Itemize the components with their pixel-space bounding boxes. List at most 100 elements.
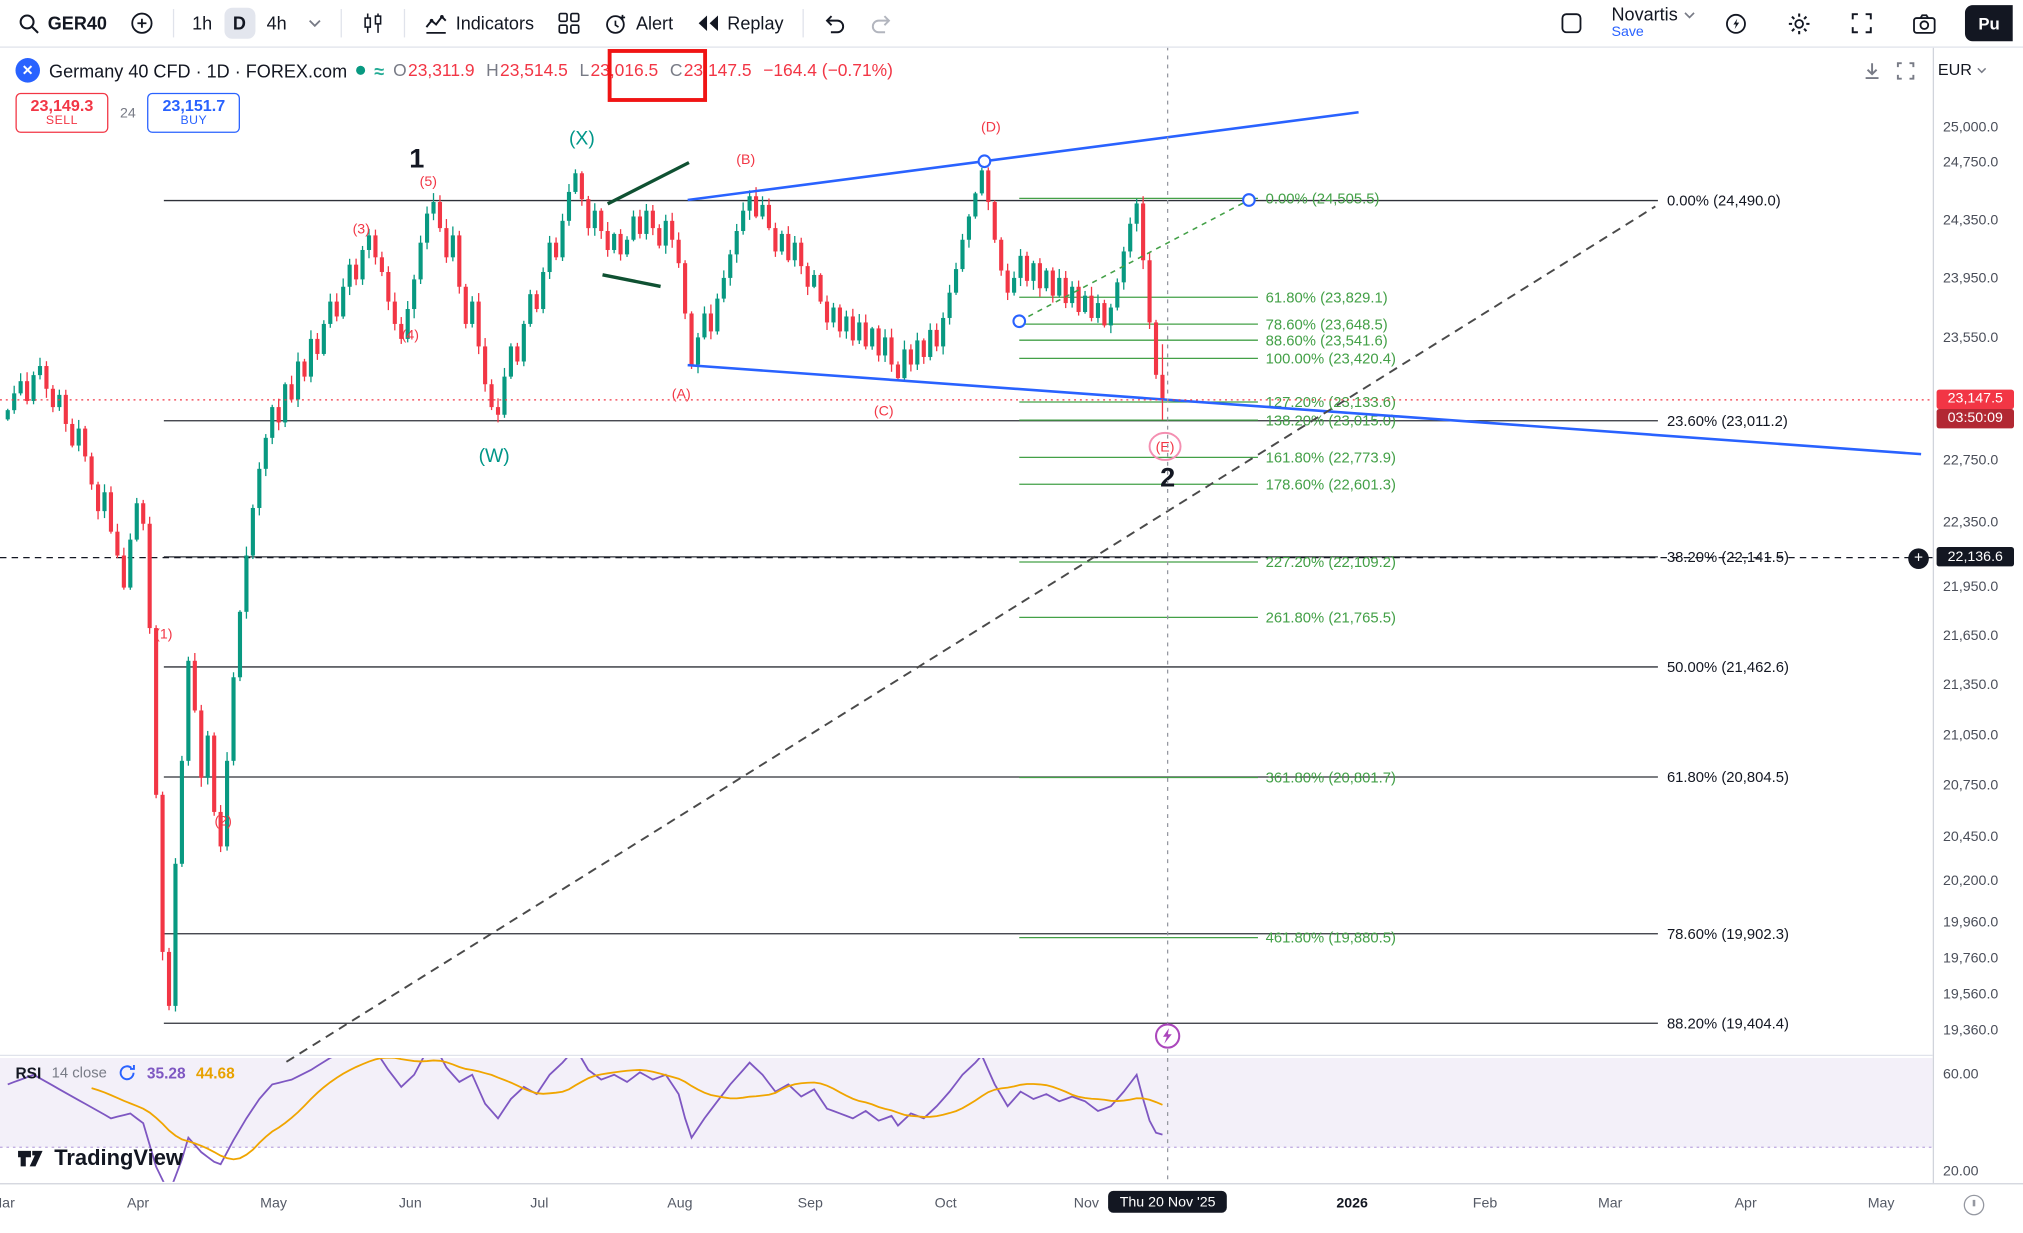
interval-4h-button[interactable]: 4h <box>258 8 296 39</box>
rsi-tick-label: 60.00 <box>1943 1066 1979 1082</box>
publish-button[interactable]: Pu <box>1965 5 2013 42</box>
alert-price-tag: 22,136.6 <box>1936 547 2015 567</box>
candle-body <box>541 272 546 310</box>
market-open-dot-icon <box>356 65 366 75</box>
settings-button[interactable] <box>1777 6 1822 41</box>
candle-body <box>141 503 146 524</box>
interval-dropdown-button[interactable] <box>298 14 332 32</box>
long-term-dashed-trendline[interactable] <box>285 205 1656 1063</box>
wave-label[interactable]: (1) <box>155 627 172 643</box>
fib-ext-label: 61.80% (23,829.1) <box>1266 290 1388 306</box>
chart-style-button[interactable] <box>351 6 395 40</box>
candle-body <box>199 710 204 778</box>
drawing-control-point[interactable] <box>977 154 992 169</box>
wave-label[interactable]: (5) <box>420 174 437 190</box>
wave-label[interactable]: (2) <box>215 814 232 830</box>
wave-label[interactable]: (E) <box>1156 440 1175 456</box>
snapshot-button[interactable] <box>1902 7 1947 39</box>
candle-body <box>386 272 391 302</box>
fib-ext-label: 461.80% (19,880.5) <box>1266 931 1396 947</box>
multi-layout-button[interactable] <box>1550 6 1594 40</box>
wave-label[interactable]: (4) <box>402 327 419 343</box>
symbol-search-button[interactable]: GER40 <box>8 7 118 39</box>
candle-body <box>960 239 965 270</box>
fullscreen-button[interactable] <box>1840 6 1884 40</box>
indicators-button[interactable]: Indicators <box>414 6 544 40</box>
fullscreen-icon <box>1852 13 1873 34</box>
drawing-control-point[interactable] <box>1012 314 1027 329</box>
close-label: C <box>669 60 683 80</box>
wave-label[interactable]: (W) <box>479 445 510 467</box>
price-axis[interactable]: 25,000.0 24,750.0 24,350.0 23,950.0 23,550.0… <box>1932 46 2023 1185</box>
wave-label[interactable]: 2 <box>1160 461 1175 492</box>
redo-button[interactable] <box>860 8 904 39</box>
wave-label[interactable]: 1 <box>409 143 424 174</box>
wave-label[interactable]: (B) <box>736 152 755 168</box>
tradingview-logo[interactable]: TradingView <box>15 1143 183 1173</box>
teal-segment-lower[interactable] <box>602 273 661 289</box>
candle-body <box>115 531 120 556</box>
time-axis[interactable]: Mar Apr May Jun Jul Aug Sep Oct Nov 2026 Feb Mar Apr… <box>0 1183 2023 1233</box>
candle-body <box>1024 255 1030 281</box>
symbol-logo-icon: ✕ <box>15 58 40 83</box>
candle-body <box>483 346 488 385</box>
price-tick-label: 24,350.0 <box>1943 212 1999 228</box>
candle-body <box>508 346 513 377</box>
price-tick-label: 23,550.0 <box>1943 330 1999 346</box>
wave-label[interactable]: (D) <box>981 120 1001 136</box>
sell-button[interactable]: 23,149.3 SELL <box>15 92 109 133</box>
wave-label[interactable]: (X) <box>569 128 595 150</box>
compare-add-button[interactable] <box>120 6 164 40</box>
wave-label[interactable]: (A) <box>672 387 691 403</box>
interval-1h-button[interactable]: 1h <box>183 8 221 39</box>
scroll-to-recent-icon[interactable] <box>1862 61 1883 82</box>
candle-body <box>689 313 694 365</box>
rsi-ma-line <box>91 1057 1163 1161</box>
lower-triangle-trendline[interactable] <box>687 363 1922 456</box>
legend-title[interactable]: Germany 40 CFD · 1D · FOREX.com <box>49 59 348 81</box>
undo-button[interactable] <box>813 8 857 39</box>
buy-button[interactable]: 23,151.7 BUY <box>147 92 241 133</box>
candle-body <box>1005 270 1010 293</box>
candle-body <box>399 323 404 339</box>
candle-body <box>328 301 333 324</box>
rsi-refresh-icon[interactable] <box>117 1063 136 1082</box>
rsi-name[interactable]: RSI <box>15 1063 42 1082</box>
maximize-pane-icon[interactable] <box>1895 61 1916 82</box>
save-status[interactable]: Save <box>1611 24 1644 41</box>
wave-label[interactable]: (3) <box>353 222 370 238</box>
replay-button[interactable]: Replay <box>686 8 794 39</box>
upper-triangle-trendline[interactable] <box>687 110 1359 202</box>
price-tick-label: 21,950.0 <box>1943 579 1999 595</box>
currency-selector[interactable]: EUR <box>1938 61 1988 79</box>
timeline-clock-icon[interactable] <box>1963 1194 1985 1216</box>
fib-level-label: 50.00% (21,462.6) <box>1667 660 1789 676</box>
layout-templates-button[interactable] <box>547 6 591 40</box>
fib-retracement[interactable]: 0.00% (24,490.0) 23.60% (23,011.2) 38.20% … <box>163 194 1789 1033</box>
candle-body <box>676 239 681 264</box>
fib-level-label: 38.20% (22,141.5) <box>1667 550 1789 566</box>
ohlc-values: O23,311.9 H23,514.5 L23,016.5 C23,147.5 … <box>393 61 893 80</box>
wave-label-circle[interactable] <box>1148 431 1182 461</box>
fib-extension-diagonal[interactable] <box>1018 199 1250 322</box>
wave-label[interactable]: (C) <box>874 403 894 419</box>
candle-body <box>218 811 223 847</box>
candle-body <box>392 301 397 324</box>
camera-icon <box>1913 13 1937 34</box>
add-alert-plus-icon[interactable]: + <box>1908 548 1929 569</box>
candle-body <box>999 239 1004 271</box>
layout-name-menu[interactable]: Novartis Save <box>1611 5 1696 41</box>
toolbar-divider <box>404 9 406 38</box>
quick-search-button[interactable] <box>1714 6 1759 41</box>
alert-button[interactable]: Alert <box>593 6 683 41</box>
candle-body <box>824 301 830 323</box>
candle-body <box>1063 277 1068 304</box>
interval-d-button[interactable]: D <box>223 7 255 39</box>
candle-body <box>70 423 75 446</box>
drawing-control-point[interactable] <box>1242 193 1256 207</box>
teal-segment-upper[interactable] <box>606 161 690 206</box>
month-tick-label: Oct <box>934 1196 957 1212</box>
open-value: 23,311.9 <box>408 60 475 80</box>
candle-body <box>1076 286 1081 312</box>
